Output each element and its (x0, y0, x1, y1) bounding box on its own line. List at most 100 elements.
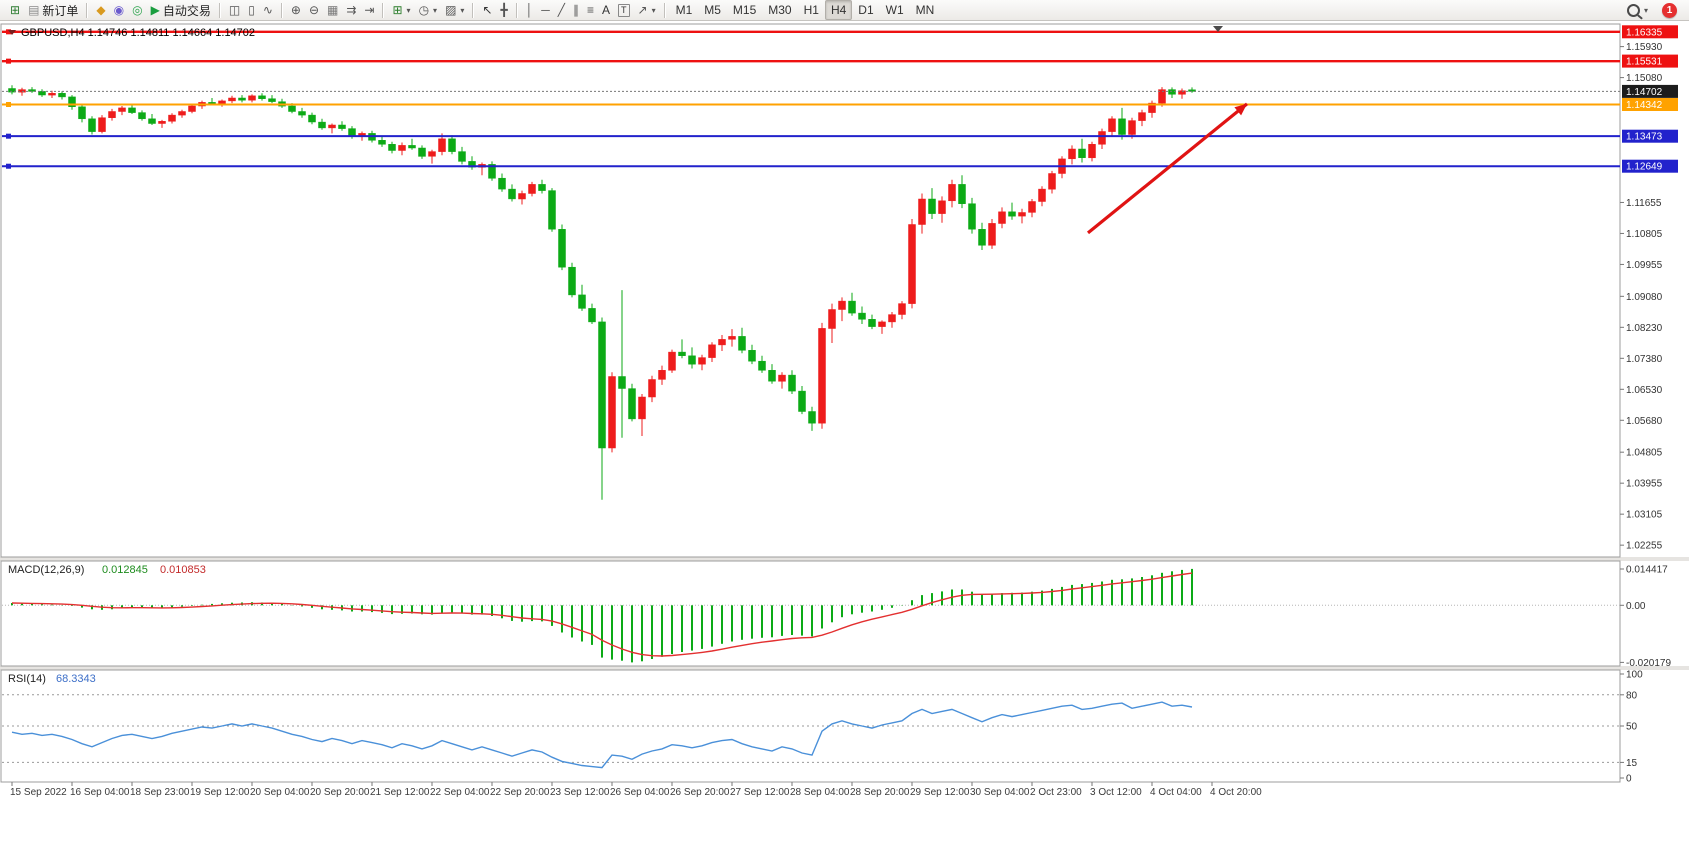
tile-windows-button[interactable]: ▦ (323, 0, 342, 20)
timeframe-w1-button[interactable]: W1 (880, 0, 910, 20)
profile-icon: ◉ (113, 3, 125, 17)
macd-signal-line (11, 572, 1193, 657)
svg-text:1.14342: 1.14342 (1626, 100, 1663, 111)
chart-shift-button[interactable]: ⇥ (360, 0, 378, 20)
new-order-button-label: 新订单 (42, 3, 79, 18)
time-axis-label: 4 Oct 04:00 (1150, 787, 1202, 798)
shift-marker-icon[interactable] (1213, 26, 1223, 32)
timeframe-h4-button[interactable]: H4 (824, 0, 853, 20)
line-handle[interactable] (6, 58, 11, 64)
channel-button[interactable]: ∥ (569, 0, 583, 20)
periods-button[interactable]: ◷ ▾ (415, 0, 442, 20)
toolbar-separator (86, 2, 89, 18)
timeframe-m15-button[interactable]: M15 (727, 0, 762, 20)
label-button[interactable]: T (614, 0, 634, 20)
time-axis-label: 28 Sep 20:00 (850, 787, 910, 798)
price-axis-label: 1.04805 (1626, 448, 1663, 459)
rsi-axis-label: 100 (1626, 670, 1643, 681)
panel-splitter[interactable] (0, 557, 1689, 561)
zoom-out-button[interactable]: ⊖ (305, 0, 323, 20)
macd-panel[interactable] (0, 560, 1621, 667)
timeframe-mn-button-label: MN (915, 3, 935, 17)
price-badge: 1.14702 (1622, 84, 1678, 98)
chart-canvas[interactable]: 1.15930 1.15080 1.11655 1.10805 1.09955 1.090… (0, 22, 1689, 850)
search-button[interactable]: ▾ (1623, 0, 1652, 20)
time-axis-label: 22 Sep 04:00 (430, 787, 490, 798)
price-axis-label: 1.08230 (1626, 323, 1663, 334)
chart-window: 1.15930 1.15080 1.11655 1.10805 1.09955 1.090… (0, 22, 1689, 850)
toolbar-separator (280, 2, 283, 18)
bar-chart-button[interactable]: ◫ (225, 0, 244, 20)
trend-arrow[interactable] (1086, 102, 1249, 235)
new-chart-button[interactable]: ⊞ (6, 0, 24, 20)
toolbar-separator (663, 2, 666, 18)
time-axis-label: 19 Sep 12:00 (190, 787, 250, 798)
fibonacci-button[interactable]: ≡ (583, 0, 598, 20)
trendline-button[interactable]: ╱ (554, 0, 569, 20)
arrows-button[interactable]: ↗ ▾ (634, 0, 660, 20)
line-handle[interactable] (6, 133, 11, 139)
auto-scroll-button[interactable]: ⇉ (342, 0, 360, 20)
timeframe-m5-button[interactable]: M5 (698, 0, 727, 20)
panel-splitter[interactable] (0, 666, 1689, 670)
templates-button[interactable]: ▨ ▾ (441, 0, 468, 20)
text-button[interactable]: A (598, 0, 614, 20)
svg-text:1.13473: 1.13473 (1626, 132, 1663, 143)
timeframe-h1-button[interactable]: H1 (798, 0, 825, 20)
line-handle[interactable] (6, 29, 11, 35)
time-axis-label: 28 Sep 04:00 (790, 787, 850, 798)
channel-icon: ∥ (572, 3, 579, 17)
signals-button[interactable]: ◎ (128, 0, 146, 20)
candlestick-chart-button[interactable]: ▯ (244, 0, 259, 20)
timeframe-d1-button[interactable]: D1 (852, 0, 879, 20)
toolbar: ⊞ ▤ 新订单 ◆ ◉ ◎ ▶ 自动交易 ◫ ▯ ∿ ⊕ ⊖ ▦ ⇉ ⇥ ⊞ ▾ ◷ ▾ ▨ ▾ ↖ ╋ │ ─ ╱ ∥ ≡ A T ↗ ▾ M1… (0, 0, 1689, 21)
play-icon: ▶ (150, 3, 160, 17)
price-axis[interactable]: 1.15930 1.15080 1.11655 1.10805 1.09955 1.090… (1620, 25, 1678, 552)
line-chart-button[interactable]: ∿ (259, 0, 277, 20)
timeframe-mn-button[interactable]: MN (910, 0, 941, 20)
timeframe-m1-button[interactable]: M1 (670, 0, 699, 20)
vertical-line-button[interactable]: │ (522, 0, 538, 20)
price-axis-label: 1.05680 (1626, 416, 1663, 427)
rsi-line (11, 701, 1193, 769)
arrow-object-icon: ↗ (637, 3, 648, 17)
mql5-community-button[interactable]: ◆ (92, 0, 109, 20)
timeframe-m1-button-label: M1 (675, 3, 693, 17)
macd-main-value: 0.012845 (102, 564, 148, 576)
time-axis-label: 27 Sep 12:00 (730, 787, 790, 798)
chart-shift-icon: ⇥ (364, 3, 375, 17)
cursor-button[interactable]: ↖ (478, 0, 496, 20)
time-axis-label: 29 Sep 12:00 (910, 787, 970, 798)
price-axis-label: 1.02255 (1626, 541, 1663, 552)
svg-text:1.12649: 1.12649 (1626, 162, 1663, 173)
horizontal-line-button[interactable]: ─ (537, 0, 554, 20)
text-icon: A (601, 3, 610, 17)
caret-down-icon: ▾ (460, 5, 465, 15)
line-handle[interactable] (6, 101, 11, 107)
user-profile-button[interactable]: ◉ (110, 0, 128, 20)
time-axis-label: 20 Sep 04:00 (250, 787, 310, 798)
price-axis-label: 1.10805 (1626, 229, 1663, 240)
new-order-button[interactable]: ▤ 新订单 (24, 0, 82, 20)
cursor-icon: ↖ (482, 3, 493, 17)
caret-down-icon: ▾ (433, 5, 438, 15)
rsi-panel[interactable] (0, 669, 1621, 783)
time-axis-label: 26 Sep 04:00 (610, 787, 670, 798)
autotrading-button[interactable]: ▶ 自动交易 (147, 0, 215, 20)
notification-badge[interactable]: 1 (1662, 2, 1677, 18)
zoom-in-button[interactable]: ⊕ (287, 0, 305, 20)
timeframe-m30-button[interactable]: M30 (762, 0, 797, 20)
time-axis-label: 3 Oct 12:00 (1090, 787, 1142, 798)
time-axis[interactable]: 15 Sep 2022 16 Sep 04:00 18 Sep 23:00 19 Se… (10, 782, 1262, 798)
vertical-line-icon: │ (525, 3, 534, 17)
candlestick-series (8, 85, 1196, 500)
macd-axis-label: 0.00 (1626, 601, 1646, 612)
crosshair-button[interactable]: ╋ (496, 0, 511, 20)
fibonacci-icon: ≡ (586, 3, 594, 17)
svg-text:1.14702: 1.14702 (1626, 87, 1663, 98)
rsi-value: 68.3343 (56, 673, 96, 685)
main-price-panel[interactable] (0, 23, 1621, 558)
price-badge: 1.13473 (1622, 129, 1678, 143)
line-handle[interactable] (6, 163, 11, 169)
indicators-button[interactable]: ⊞ ▾ (388, 0, 414, 20)
